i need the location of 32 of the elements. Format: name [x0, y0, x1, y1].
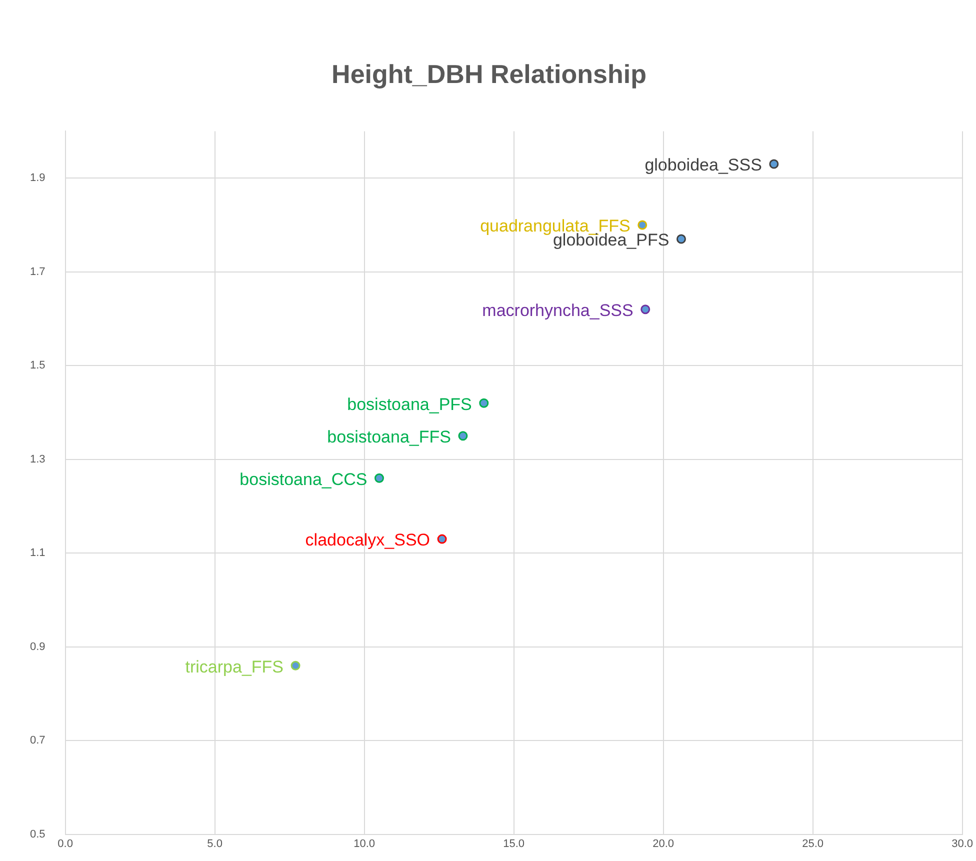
- x-tick-label: 20.0: [652, 838, 674, 850]
- x-tick-label: 5.0: [207, 838, 222, 850]
- y-tick-label: 1.5: [30, 360, 46, 372]
- series-label: bosistoana_PFS: [347, 394, 472, 414]
- series-label: cladocalyx_SSO: [305, 530, 430, 550]
- y-tick-label: 1.9: [30, 172, 46, 184]
- y-tick-label: 1.1: [30, 547, 46, 560]
- y-tick-label: 1.3: [30, 453, 46, 466]
- point: [769, 159, 779, 169]
- series-label: macrorhyncha_SSS: [482, 301, 634, 320]
- x-tick-label: 0.0: [58, 838, 73, 850]
- x-tick-label: 25.0: [802, 838, 824, 850]
- y-tick-label: 0.5: [30, 828, 46, 840]
- y-tick-label: 1.7: [30, 266, 46, 278]
- point: [638, 220, 648, 230]
- point: [479, 398, 489, 408]
- x-tick-label: 10.0: [354, 838, 376, 850]
- series-label: tricarpa_FFS: [185, 657, 284, 676]
- series-label: bosistoana_CCS: [240, 470, 368, 489]
- x-tick-label: 30.0: [952, 838, 974, 850]
- chart-title: Height_DBH Relationship: [332, 58, 646, 89]
- point: [458, 431, 468, 441]
- point: [676, 234, 686, 244]
- point: [640, 304, 650, 314]
- point: [374, 473, 384, 483]
- y-tick-label: 0.9: [30, 640, 46, 653]
- series-label: bosistoana_FFS: [327, 428, 451, 447]
- series-label: globoidea_SSS: [644, 156, 762, 175]
- point: [290, 660, 300, 670]
- y-tick-label: 0.7: [30, 734, 46, 747]
- point: [437, 534, 447, 544]
- x-tick-label: 15.0: [503, 838, 525, 850]
